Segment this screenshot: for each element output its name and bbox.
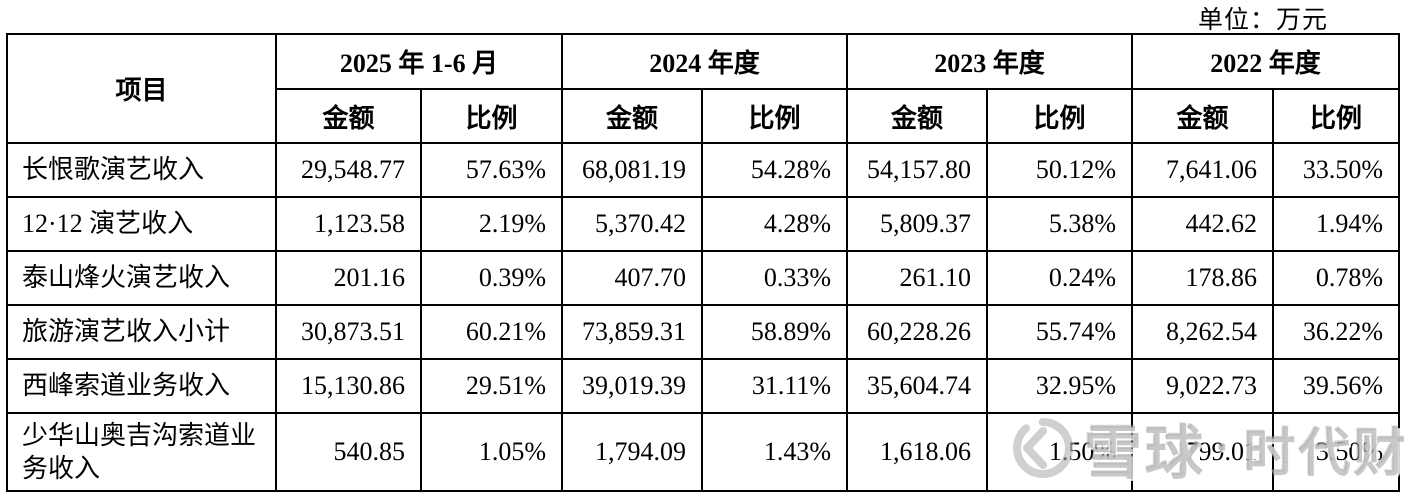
amount-cell: 68,081.19: [561, 142, 704, 198]
subheader-ratio: 比例: [1272, 88, 1401, 144]
ratio-cell: 39.56%: [1272, 358, 1401, 414]
item-cell: 少华山奥吉沟索道业务收入: [6, 412, 277, 492]
ratio-cell: 1.50%: [986, 412, 1134, 492]
amount-cell: 35,604.74: [846, 358, 989, 414]
amount-cell: 54,157.80: [846, 142, 989, 198]
ratio-cell: 0.33%: [701, 250, 849, 306]
ratio-cell: 4.28%: [701, 196, 849, 252]
amount-cell: 60,228.26: [846, 304, 989, 360]
ratio-cell: 54.28%: [701, 142, 849, 198]
ratio-cell: 0.24%: [986, 250, 1134, 306]
ratio-cell: 3.50%: [1272, 412, 1401, 492]
header-row-subcolumns: 金额 比例 金额 比例 金额 比例 金额 比例: [7, 88, 1401, 144]
amount-cell: 201.16: [275, 250, 422, 306]
table-row: 西峰索道业务收入 15,130.86 29.51% 39,019.39 31.1…: [6, 358, 1401, 414]
amount-cell: 540.85: [275, 412, 422, 492]
subheader-amount: 金额: [275, 88, 422, 144]
item-cell: 西峰索道业务收入: [6, 358, 277, 414]
table-row: 旅游演艺收入小计 30,873.51 60.21% 73,859.31 58.8…: [6, 304, 1401, 360]
ratio-cell: 0.39%: [419, 250, 564, 306]
ratio-cell: 29.51%: [419, 358, 564, 414]
table-body: 长恨歌演艺收入 29,548.77 57.63% 68,081.19 54.28…: [6, 142, 1401, 492]
ratio-cell: 1.43%: [701, 412, 849, 492]
amount-cell: 407.70: [561, 250, 704, 306]
subheader-amount: 金额: [1131, 88, 1275, 144]
amount-cell: 442.62: [1131, 196, 1275, 252]
ratio-cell: 32.95%: [986, 358, 1134, 414]
item-cell: 旅游演艺收入小计: [6, 304, 277, 360]
table-row: 12·12 演艺收入 1,123.58 2.19% 5,370.42 4.28%…: [6, 196, 1401, 252]
amount-cell: 29,548.77: [275, 142, 422, 198]
amount-cell: 15,130.86: [275, 358, 422, 414]
table-row: 少华山奥吉沟索道业务收入 540.85 1.05% 1,794.09 1.43%…: [6, 412, 1401, 492]
ratio-cell: 55.74%: [986, 304, 1134, 360]
ratio-cell: 5.38%: [986, 196, 1134, 252]
amount-cell: 799.01: [1131, 412, 1275, 492]
item-cell: 12·12 演艺收入: [6, 196, 277, 252]
column-header-2023: 2023 年度: [846, 33, 1134, 90]
amount-cell: 8,262.54: [1131, 304, 1275, 360]
ratio-cell: 60.21%: [419, 304, 564, 360]
ratio-cell: 1.05%: [419, 412, 564, 492]
amount-cell: 261.10: [846, 250, 989, 306]
ratio-cell: 2.19%: [419, 196, 564, 252]
subheader-ratio: 比例: [419, 88, 564, 144]
ratio-cell: 57.63%: [419, 142, 564, 198]
ratio-cell: 0.78%: [1272, 250, 1401, 306]
amount-cell: 5,370.42: [561, 196, 704, 252]
subheader-amount: 金额: [561, 88, 704, 144]
subheader-ratio: 比例: [701, 88, 849, 144]
amount-cell: 5,809.37: [846, 196, 989, 252]
subheader-ratio: 比例: [986, 88, 1134, 144]
table-row: 长恨歌演艺收入 29,548.77 57.63% 68,081.19 54.28…: [6, 142, 1401, 198]
table-row: 泰山烽火演艺收入 201.16 0.39% 407.70 0.33% 261.1…: [6, 250, 1401, 306]
amount-cell: 30,873.51: [275, 304, 422, 360]
amount-cell: 39,019.39: [561, 358, 704, 414]
ratio-cell: 1.94%: [1272, 196, 1401, 252]
ratio-cell: 50.12%: [986, 142, 1134, 198]
unit-label: 单位：万元: [1197, 7, 1328, 34]
amount-cell: 73,859.31: [561, 304, 704, 360]
column-header-item: 项目: [6, 33, 277, 144]
amount-cell: 1,123.58: [275, 196, 422, 252]
amount-cell: 1,794.09: [561, 412, 704, 492]
item-cell: 泰山烽火演艺收入: [6, 250, 277, 306]
ratio-cell: 36.22%: [1272, 304, 1401, 360]
ratio-cell: 58.89%: [701, 304, 849, 360]
column-header-2022: 2022 年度: [1131, 33, 1401, 90]
column-header-2024: 2024 年度: [561, 33, 849, 90]
amount-cell: 7,641.06: [1131, 142, 1275, 198]
ratio-cell: 33.50%: [1272, 142, 1401, 198]
header-row-periods: 项目 2025 年 1-6 月 2024 年度 2023 年度 2022 年度: [6, 33, 1401, 144]
financial-table: 项目 2025 年 1-6 月 2024 年度 2023 年度 2022 年度 …: [6, 33, 1401, 492]
column-header-2025h1: 2025 年 1-6 月: [274, 33, 564, 90]
item-cell: 长恨歌演艺收入: [6, 142, 277, 198]
amount-cell: 9,022.73: [1131, 358, 1275, 414]
subheader-amount: 金额: [846, 88, 989, 144]
amount-cell: 178.86: [1131, 250, 1275, 306]
ratio-cell: 31.11%: [701, 358, 849, 414]
amount-cell: 1,618.06: [846, 412, 989, 492]
